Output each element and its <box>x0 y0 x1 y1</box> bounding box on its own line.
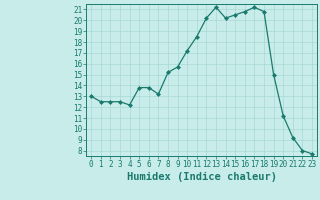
X-axis label: Humidex (Indice chaleur): Humidex (Indice chaleur) <box>127 172 276 182</box>
